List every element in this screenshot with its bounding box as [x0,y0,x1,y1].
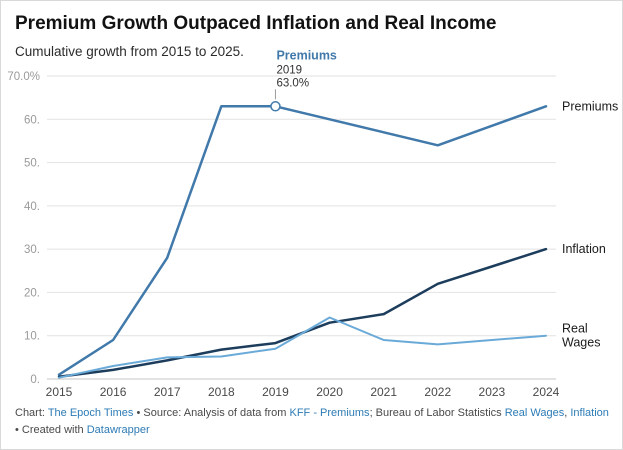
footer-text: • Source: Analysis of data from [133,407,290,419]
series-label-inflation: Inflation [562,242,606,256]
series-label-real-wages: Real Wages [562,322,600,350]
x-axis-tick-label: 2019 [262,385,289,399]
annotation-value-line: 63.0% [276,77,309,89]
chart-subtitle: Cumulative growth from 2015 to 2025. [15,43,244,59]
x-axis-tick-label: 2020 [316,385,343,399]
line-chart: 70.0% 60. 50. 40. 30. 20. 10. 0. 2015 2016 2017 201… [7,49,618,399]
footer-text: , [564,407,571,419]
footer-link[interactable]: KFF - Premiums [289,407,370,419]
footer-link[interactable]: Datawrapper [86,423,150,436]
y-axis-tick-label: 40. [24,201,40,213]
y-axis-tick-label: 70.0% [7,71,40,83]
footer-link[interactable]: Real Wages [504,407,565,419]
y-axis-tick-label: 30. [24,244,40,256]
y-axis-tick-label: 60. [24,114,40,126]
y-axis-tick-label: 0. [30,374,40,386]
y-axis-tick-label: 50. [24,158,40,170]
footer-text: ; Bureau of Labor Statistics [369,407,505,419]
annotation-value-line: 2019 [276,64,302,76]
footer-link[interactable]: The Epoch Times [47,407,134,419]
footer: Chart: The Epoch Times • Source: Analysi… [15,405,610,438]
y-axis-tick-label: 10. [24,331,40,343]
series-line-real-wages [58,316,547,379]
series-line-premiums [57,105,548,376]
footer-text: • Created with [15,423,87,436]
x-axis-tick-label: 2018 [208,385,235,399]
x-axis-tick-label: 2017 [154,385,181,399]
annotation-marker [270,101,281,112]
y-axis-tick-label: 20. [24,287,40,299]
x-axis-tick-label: 2022 [424,385,451,399]
x-axis-tick-label: 2016 [100,385,127,399]
chart-title: Premium Growth Outpaced Inflation and Re… [15,13,497,34]
annotation-title: Premiums [276,49,336,62]
series-label-premiums: Premiums [562,99,618,113]
footer-link[interactable]: Inflation [570,407,609,419]
x-axis-tick-label: 2015 [46,385,73,399]
x-axis-tick-label: 2024 [533,385,560,399]
x-axis-tick-label: 2021 [370,385,397,399]
x-axis-tick-label: 2023 [479,385,506,399]
footer-text: Chart: [15,407,48,419]
